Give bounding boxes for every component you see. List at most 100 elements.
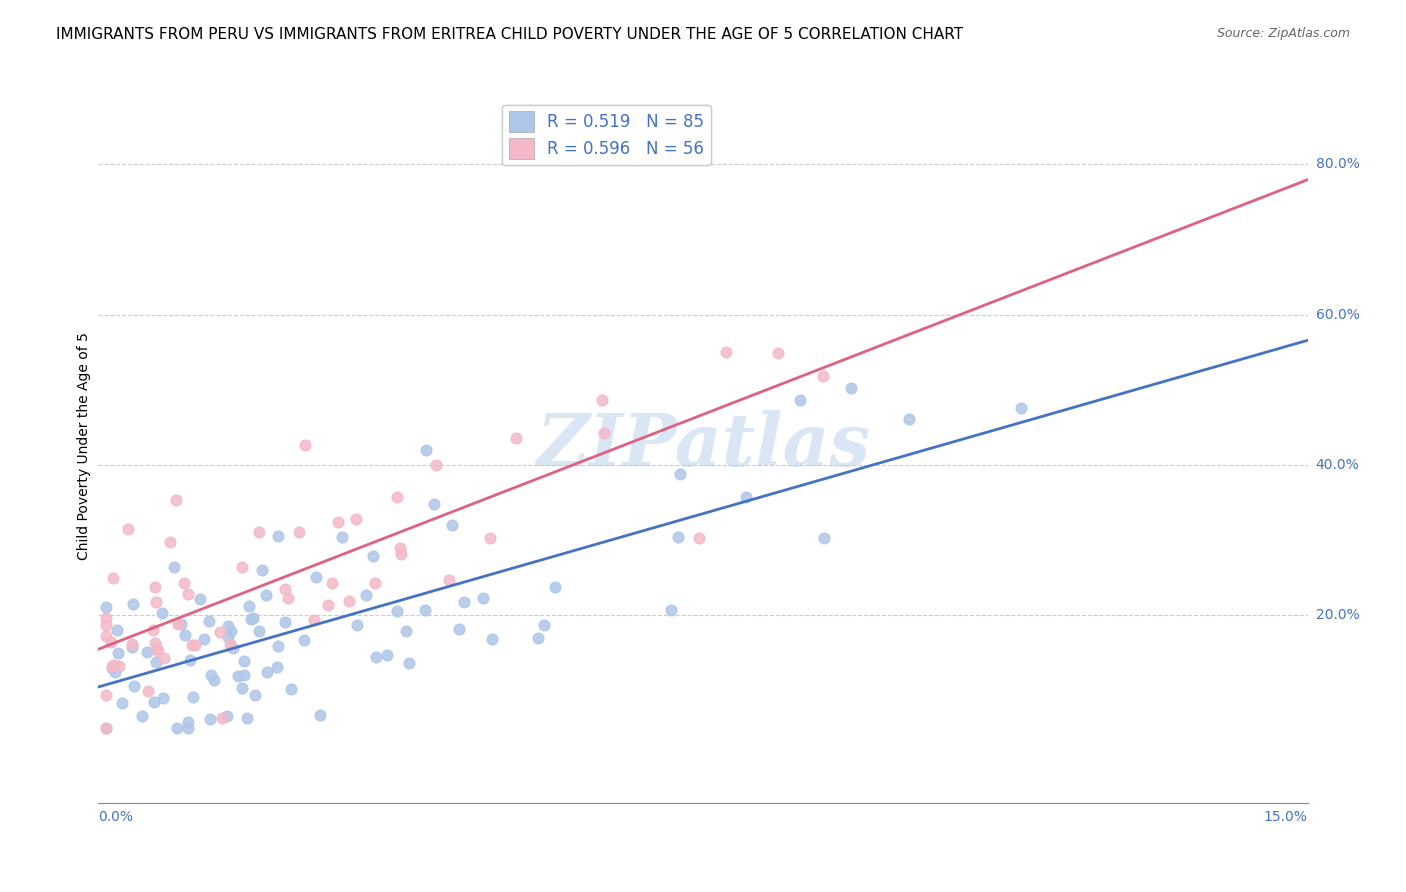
Point	[292, 632, 315, 647]
Point	[339, 594, 361, 608]
Point	[121, 640, 143, 654]
Point	[166, 721, 188, 735]
Point	[441, 518, 464, 533]
Point	[219, 624, 242, 638]
Point	[159, 535, 181, 549]
Point	[217, 630, 239, 644]
Point	[193, 632, 215, 646]
Point	[117, 522, 139, 536]
Point	[363, 549, 385, 563]
Point	[222, 641, 245, 656]
Point	[238, 599, 260, 613]
Point	[254, 588, 277, 602]
Point	[122, 598, 145, 612]
Point	[108, 659, 131, 673]
Point	[668, 530, 690, 544]
Point	[789, 392, 811, 407]
Point	[527, 632, 550, 646]
Text: IMMIGRANTS FROM PERU VS IMMIGRANTS FROM ERITREA CHILD POVERTY UNDER THE AGE OF 5: IMMIGRANTS FROM PERU VS IMMIGRANTS FROM …	[56, 27, 963, 42]
Point	[232, 667, 254, 681]
Point	[111, 696, 134, 710]
Point	[344, 512, 367, 526]
Point	[354, 588, 377, 602]
Point	[169, 616, 191, 631]
Point	[100, 634, 122, 648]
Point	[146, 644, 169, 658]
Point	[181, 638, 204, 652]
Point	[364, 575, 387, 590]
Text: Child Poverty Under the Age of 5: Child Poverty Under the Age of 5	[77, 332, 91, 560]
Point	[152, 650, 174, 665]
Point	[304, 570, 326, 584]
Point	[239, 612, 262, 626]
Text: 20.0%: 20.0%	[1316, 608, 1360, 622]
Point	[688, 532, 710, 546]
Point	[231, 681, 253, 695]
Point	[101, 659, 124, 673]
Point	[391, 548, 413, 562]
Point	[197, 614, 219, 628]
Point	[231, 559, 253, 574]
Point	[714, 345, 737, 359]
Point	[768, 346, 790, 360]
Point	[209, 624, 232, 639]
Point	[813, 531, 835, 545]
Point	[668, 467, 690, 481]
Point	[233, 654, 256, 668]
Point	[131, 709, 153, 723]
Point	[121, 637, 143, 651]
Point	[592, 426, 614, 441]
Point	[146, 641, 169, 656]
Point	[387, 605, 409, 619]
Point	[188, 592, 211, 607]
Text: 60.0%: 60.0%	[1316, 308, 1360, 321]
Point	[122, 679, 145, 693]
Point	[242, 611, 264, 625]
Point	[505, 431, 527, 445]
Text: ZIPatlas: ZIPatlas	[536, 410, 870, 482]
Point	[142, 624, 165, 638]
Point	[453, 595, 475, 609]
Point	[226, 669, 249, 683]
Point	[294, 437, 316, 451]
Text: 80.0%: 80.0%	[1316, 157, 1360, 171]
Point	[388, 541, 411, 556]
Point	[813, 369, 835, 384]
Point	[346, 618, 368, 632]
Text: 15.0%: 15.0%	[1264, 810, 1308, 824]
Point	[96, 611, 118, 625]
Point	[202, 673, 225, 687]
Point	[200, 668, 222, 682]
Point	[143, 580, 166, 594]
Point	[166, 616, 188, 631]
Point	[177, 714, 200, 729]
Legend: R = 0.519   N = 85, R = 0.596   N = 56: R = 0.519 N = 85, R = 0.596 N = 56	[502, 104, 710, 165]
Point	[447, 622, 470, 636]
Point	[143, 636, 166, 650]
Point	[266, 639, 288, 653]
Point	[398, 657, 420, 671]
Point	[101, 571, 124, 585]
Point	[366, 649, 388, 664]
Point	[96, 721, 118, 735]
Point	[591, 393, 613, 408]
Point	[266, 659, 288, 673]
Point	[326, 515, 349, 529]
Point	[105, 623, 128, 637]
Point	[316, 598, 339, 612]
Point	[425, 458, 447, 473]
Point	[277, 591, 299, 605]
Point	[395, 624, 418, 638]
Point	[287, 525, 309, 540]
Point	[104, 665, 127, 679]
Point	[211, 711, 233, 725]
Point	[472, 591, 495, 606]
Point	[173, 627, 195, 641]
Point	[142, 695, 165, 709]
Point	[481, 632, 503, 647]
Point	[415, 442, 437, 457]
Point	[219, 637, 242, 651]
Point	[96, 618, 118, 632]
Point	[150, 606, 173, 620]
Point	[200, 712, 222, 726]
